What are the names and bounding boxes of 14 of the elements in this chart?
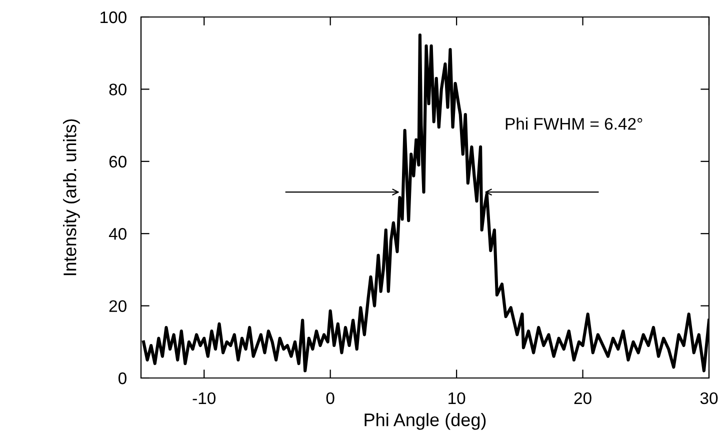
x-tick-label: 0: [326, 392, 334, 404]
y-tick-label: 0: [118, 372, 126, 384]
y-tick-label: 20: [109, 300, 126, 312]
x-axis-title: Phi Angle (deg): [364, 412, 486, 430]
y-tick-label: 80: [109, 84, 126, 96]
x-tick-label: -10: [192, 392, 216, 404]
x-tick-label: 30: [700, 392, 718, 404]
x-tick-label: 20: [574, 392, 592, 404]
annotation: Phi FWHM = 6.42°: [506, 118, 642, 130]
y-tick-label: 60: [109, 156, 126, 168]
x-tick-label: 10: [448, 392, 466, 404]
y-tick-label: 40: [108, 228, 126, 240]
y-tick-label: 100: [100, 11, 126, 24]
y-axis-title: Intensity (arb. units): [63, 119, 80, 276]
